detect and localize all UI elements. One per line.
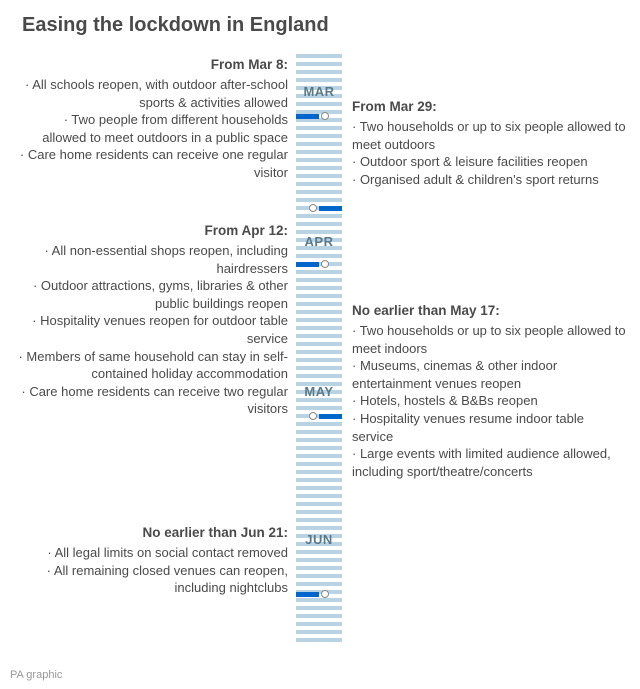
month-label: MAY [296, 384, 342, 399]
event-item: · Hospitality venues resume indoor table… [352, 410, 626, 445]
event-item: · Two people from different households a… [18, 111, 288, 146]
event-heading: No earlier than Jun 21: [18, 524, 288, 542]
month-label: MAR [296, 84, 342, 99]
event-heading: From Mar 8: [18, 56, 288, 74]
month-label: APR [296, 234, 342, 249]
event-item: · Outdoor attractions, gyms, libraries &… [18, 277, 288, 312]
event-block: No earlier than Jun 21: · All legal limit… [18, 524, 288, 597]
event-item: · Members of same household can stay in … [18, 348, 288, 383]
marker-dot-icon [321, 260, 329, 268]
event-item: · All non-essential shops reopen, includ… [18, 242, 288, 277]
timeline-marker [296, 114, 319, 119]
event-item: · Hospitality venues reopen for outdoor … [18, 312, 288, 347]
event-item: · Organised adult & children's sport ret… [352, 171, 626, 189]
event-item: · Two households or up to six people all… [352, 322, 626, 357]
timeline-marker [319, 206, 342, 211]
event-heading: From Mar 29: [352, 98, 626, 116]
event-block: No earlier than May 17: · Two households … [352, 302, 626, 480]
credit-text: PA graphic [10, 669, 62, 681]
event-block: From Apr 12: · All non-essential shops re… [18, 222, 288, 418]
event-heading: From Apr 12: [18, 222, 288, 240]
event-heading: No earlier than May 17: [352, 302, 626, 320]
timeline: MAR APR MAY JUN From Mar 8: · All schools re… [0, 54, 640, 654]
marker-dot-icon [309, 412, 317, 420]
event-item: · All schools reopen, with outdoor after… [18, 76, 288, 111]
event-item: · Two households or up to six people all… [352, 118, 626, 153]
event-item: · All remaining closed venues can reopen… [18, 562, 288, 597]
event-item: · Hotels, hostels & B&Bs reopen [352, 392, 626, 410]
event-block: From Mar 29: · Two households or up to si… [352, 98, 626, 188]
event-item: · Care home residents can receive two re… [18, 383, 288, 418]
event-item: · Care home residents can receive one re… [18, 146, 288, 181]
event-item: · All legal limits on social contact rem… [18, 544, 288, 562]
event-item: · Outdoor sport & leisure facilities reo… [352, 153, 626, 171]
marker-dot-icon [309, 204, 317, 212]
marker-dot-icon [321, 112, 329, 120]
event-block: From Mar 8: · All schools reopen, with ou… [18, 56, 288, 182]
timeline-marker [319, 414, 342, 419]
marker-dot-icon [321, 590, 329, 598]
event-item: · Museums, cinemas & other indoor entert… [352, 357, 626, 392]
timeline-marker [296, 592, 319, 597]
timeline-spine [296, 54, 342, 644]
event-item: · Large events with limited audience all… [352, 445, 626, 480]
timeline-marker [296, 262, 319, 267]
month-label: JUN [296, 532, 342, 547]
page-title: Easing the lockdown in England [0, 0, 640, 37]
